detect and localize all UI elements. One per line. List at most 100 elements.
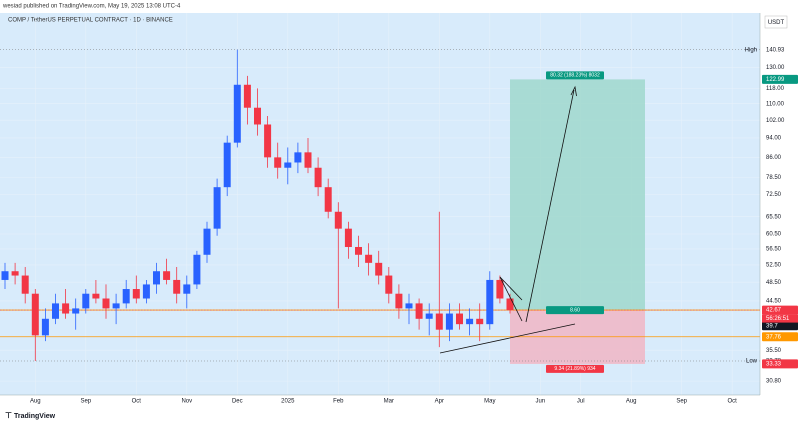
y-tick-label: 94.00 xyxy=(766,136,782,142)
candle-body xyxy=(284,162,292,168)
candle-body xyxy=(112,303,120,309)
y-tick-label: 86.00 xyxy=(766,155,782,161)
price-tag-label: 33.33 xyxy=(766,361,782,367)
price-tag xyxy=(762,321,798,331)
candle-body xyxy=(365,254,373,263)
y-tick-label: 35.50 xyxy=(766,348,782,354)
price-tag xyxy=(762,305,798,315)
marker-name: High xyxy=(745,47,757,53)
y-tick-label: 72.50 xyxy=(766,192,782,198)
candle-body xyxy=(203,228,211,255)
candle-body xyxy=(344,228,352,247)
candle-body xyxy=(31,293,39,336)
trend-line xyxy=(499,276,523,322)
candle-body xyxy=(21,275,29,294)
price-tag xyxy=(762,74,798,84)
x-tick-label: Jun xyxy=(535,399,545,405)
candle-body xyxy=(385,275,393,294)
candle-body xyxy=(243,84,251,108)
candle-body xyxy=(355,246,362,255)
candle-body xyxy=(486,279,494,325)
trend-line xyxy=(499,276,523,301)
candle-body xyxy=(72,308,80,314)
candle-body xyxy=(375,262,383,276)
position-label-bg xyxy=(546,364,604,373)
y-tick-label: 65.50 xyxy=(766,214,782,220)
candle-body xyxy=(445,313,453,330)
x-tick-label: Apr xyxy=(435,399,444,405)
candle-body xyxy=(506,298,514,311)
x-tick-label: Sep xyxy=(80,399,91,405)
y-tick-label: 52.50 xyxy=(766,262,782,268)
candle-body xyxy=(62,303,70,314)
candle-body xyxy=(153,271,160,285)
position-label: 8.60 xyxy=(570,307,580,313)
candle-body xyxy=(1,271,9,280)
candle-body xyxy=(314,167,322,188)
candle-body xyxy=(435,313,443,330)
y-tick-label: 110.00 xyxy=(766,101,785,107)
candle-body xyxy=(11,271,19,276)
x-tick-label: Oct xyxy=(132,399,142,405)
candle-body xyxy=(415,303,423,319)
price-tag-label: 39.7 xyxy=(766,323,778,329)
position-label-bg xyxy=(546,71,604,80)
trend-line xyxy=(439,323,576,354)
plot-background xyxy=(0,13,760,395)
y-tick-label: 130.00 xyxy=(766,65,785,71)
candle-body xyxy=(132,289,140,299)
candle-body xyxy=(304,152,312,168)
candle-body xyxy=(274,157,282,168)
attribution: wesiad published on TradingView.com, May… xyxy=(2,4,181,10)
candle-body xyxy=(405,303,413,309)
chart-title: COMP / TetherUS PERPETUAL CONTRACT · 1D … xyxy=(8,18,173,24)
candle-body xyxy=(193,254,201,285)
x-tick-label: Sep xyxy=(676,399,687,405)
y-tick-label: 30.80 xyxy=(766,379,782,385)
candle-body xyxy=(183,284,191,294)
y-tick-label: 56.50 xyxy=(766,246,782,252)
price-tag-label: 37.76 xyxy=(766,334,782,340)
candle-body xyxy=(233,84,241,143)
marker-name: Low xyxy=(746,359,758,365)
candle-body xyxy=(324,187,332,212)
x-tick-label: Feb xyxy=(333,399,344,405)
y-tick-label: 44.50 xyxy=(766,299,782,305)
candle-body xyxy=(173,279,181,294)
candle-body xyxy=(122,289,130,304)
currency-box xyxy=(764,15,788,29)
projection-arrow xyxy=(525,89,575,323)
candle-body xyxy=(213,187,221,229)
brand: TradingView xyxy=(14,413,56,420)
arrow-head xyxy=(570,85,577,97)
price-tag-label: 122.99 xyxy=(766,77,785,83)
candle-body xyxy=(334,211,342,229)
y-tick-label: 48.50 xyxy=(766,280,782,286)
candle-body xyxy=(496,279,504,299)
position-label: 9.34 (21.89%) 934 xyxy=(554,366,595,372)
x-tick-label: Mar xyxy=(384,399,394,405)
countdown-bg xyxy=(762,314,798,323)
candle-body xyxy=(92,293,100,299)
x-tick-label: May xyxy=(484,399,495,405)
plot xyxy=(0,13,760,395)
candle-body xyxy=(425,313,433,319)
y-tick-label: 102.00 xyxy=(766,118,785,124)
position-label: 80.32 (188.23%) 8032 xyxy=(550,73,600,79)
candle-body xyxy=(294,152,302,163)
marker-value: 140.93 xyxy=(766,47,785,53)
y-tick-label: 118.00 xyxy=(766,86,785,92)
x-tick-label: Aug xyxy=(626,399,637,405)
price-tag xyxy=(762,359,798,369)
drawings xyxy=(439,85,577,354)
candle-body xyxy=(456,313,463,325)
candle-body xyxy=(163,271,171,280)
x-tick-label: Oct xyxy=(728,399,738,405)
y-tick-label: 60.50 xyxy=(766,232,782,238)
x-tick-label: 2025 xyxy=(281,399,295,405)
brand-logo: ⊤ xyxy=(5,411,12,420)
candle-body xyxy=(254,107,261,125)
price-tag-label: 42.67 xyxy=(766,308,782,314)
candle-body xyxy=(52,303,59,319)
